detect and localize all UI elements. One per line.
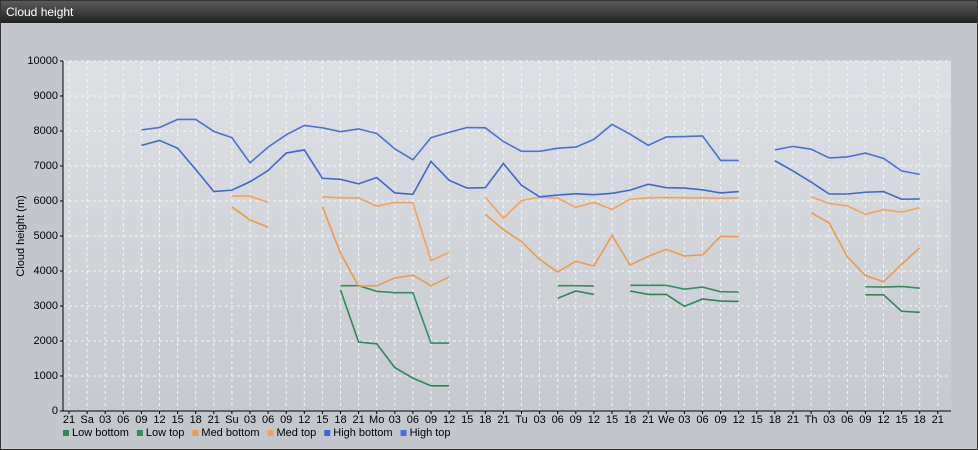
- y-tick-label: 3000: [34, 300, 58, 312]
- x-tick-label: 15: [895, 414, 907, 426]
- x-tick-label: 03: [823, 414, 835, 426]
- x-tick-label: 03: [244, 414, 256, 426]
- x-tick-label: We: [658, 414, 674, 426]
- x-tick-label: Sa: [80, 414, 94, 426]
- x-tick-label: 06: [552, 414, 564, 426]
- series-line: [141, 139, 920, 201]
- legend-label: Low top: [146, 427, 185, 439]
- x-tick-label: 09: [280, 414, 292, 426]
- x-tick-label: 18: [334, 414, 346, 426]
- x-tick-label: 18: [769, 414, 781, 426]
- series-line: [231, 206, 921, 287]
- x-tick-label: 03: [389, 414, 401, 426]
- x-tick-label: 18: [914, 414, 926, 426]
- x-tick-label: 03: [99, 414, 111, 426]
- x-tick-label: 09: [714, 414, 726, 426]
- x-tick-label: 03: [533, 414, 545, 426]
- window-title: Cloud height: [1, 1, 977, 23]
- y-tick-label: 1000: [34, 370, 58, 382]
- x-tick-label: Mo: [369, 414, 384, 426]
- x-tick-label: 12: [298, 414, 310, 426]
- x-tick-label: 15: [171, 414, 183, 426]
- y-tick-label: 6000: [34, 195, 58, 207]
- legend-label: High top: [410, 427, 451, 439]
- legend-swatch: [400, 430, 407, 436]
- x-tick-label: 12: [443, 414, 455, 426]
- x-tick-label: 09: [859, 414, 871, 426]
- x-tick-label: Th: [805, 414, 818, 426]
- series-line: [340, 284, 920, 344]
- x-tick-label: 06: [407, 414, 419, 426]
- x-tick-label: 06: [117, 414, 129, 426]
- x-tick-label: Su: [225, 414, 238, 426]
- legend-label: Med top: [277, 427, 317, 439]
- y-tick-label: 5000: [34, 230, 58, 242]
- y-tick-label: 7000: [34, 160, 58, 172]
- series-line: [339, 289, 920, 387]
- legend-swatch: [267, 430, 274, 436]
- y-tick-label: 2000: [34, 335, 58, 347]
- x-tick-label: 09: [135, 414, 147, 426]
- x-tick-label: 12: [877, 414, 889, 426]
- legend-swatch: [63, 430, 69, 436]
- x-tick-label: 21: [63, 414, 75, 426]
- y-tick-label: 8000: [34, 125, 58, 137]
- chart: Cloud height (m) 0 1000 2000 3000 4000 5000 60…: [15, 55, 951, 439]
- x-tick-label: 21: [497, 414, 509, 426]
- y-tick-label: 9000: [34, 90, 58, 102]
- y-axis-label: Cloud height (m): [15, 195, 27, 276]
- legend-swatch: [136, 430, 143, 436]
- x-tick-label: 12: [588, 414, 600, 426]
- x-tick-label: 15: [606, 414, 618, 426]
- x-tick-label: 15: [316, 414, 328, 426]
- legend-label: High bottom: [333, 427, 392, 439]
- x-tick-label: 21: [787, 414, 799, 426]
- series-line: [141, 118, 920, 176]
- x-tick-label: 18: [624, 414, 636, 426]
- x-tick-label: 18: [479, 414, 491, 426]
- x-tick-label: 21: [642, 414, 654, 426]
- legend-swatch: [192, 430, 199, 436]
- x-tick-label: 12: [733, 414, 745, 426]
- x-tick-label: Tu: [515, 414, 527, 426]
- series-line: [231, 195, 920, 262]
- x-tick-label: 18: [190, 414, 202, 426]
- x-tick-label: 03: [678, 414, 690, 426]
- y-tick-label: 4000: [34, 265, 58, 277]
- legend-label: Low bottom: [72, 427, 129, 439]
- legend-label: Med bottom: [201, 427, 259, 439]
- x-tick-label: 06: [841, 414, 853, 426]
- x-tick-label: 21: [352, 414, 364, 426]
- x-tick-label: 12: [153, 414, 165, 426]
- x-tick-label: 15: [751, 414, 763, 426]
- x-tick-label: 06: [696, 414, 708, 426]
- x-tick-label: 15: [461, 414, 473, 426]
- y-tick-label: 0: [52, 405, 58, 417]
- legend-swatch: [324, 430, 331, 436]
- x-tick-label: 21: [208, 414, 220, 426]
- x-tick-label: 06: [262, 414, 274, 426]
- x-tick-label: 21: [932, 414, 944, 426]
- x-tick-label: 09: [425, 414, 437, 426]
- y-tick-label: 10000: [27, 55, 58, 67]
- x-tick-label: 09: [570, 414, 582, 426]
